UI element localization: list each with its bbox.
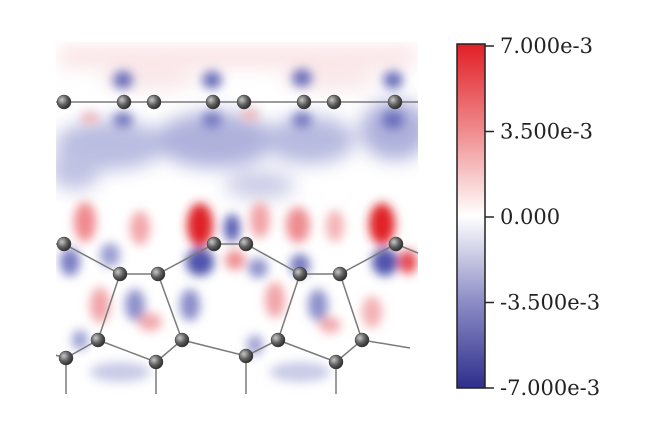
atom xyxy=(354,332,370,348)
atom xyxy=(296,94,312,110)
atom xyxy=(270,332,286,348)
atom xyxy=(146,94,162,110)
colorbar-tick-label: 7.000e-3 xyxy=(500,34,593,58)
atom xyxy=(205,94,221,110)
atom xyxy=(326,94,342,110)
atom xyxy=(58,350,74,366)
upper-blue-region xyxy=(56,100,418,199)
atom xyxy=(328,354,344,370)
interface-features xyxy=(60,202,417,278)
lower-features xyxy=(72,282,382,382)
colorbar-gradient xyxy=(456,43,486,389)
atoms xyxy=(56,94,404,370)
atom xyxy=(174,332,190,348)
colorbar-ticks: 7.000e-3 3.500e-3 0.000 -3.500e-3 -7.000e-3 xyxy=(485,34,600,400)
colorbar-tick-label: -3.500e-3 xyxy=(500,291,600,315)
top-layer-features xyxy=(81,69,404,129)
atom xyxy=(150,266,166,282)
colorbar: 7.000e-3 3.500e-3 0.000 -3.500e-3 -7.000e-3 xyxy=(456,34,600,400)
atom xyxy=(56,236,72,252)
atom xyxy=(90,332,106,348)
atom xyxy=(292,266,308,282)
atom xyxy=(238,236,254,252)
atom xyxy=(387,94,403,110)
colorbar-tick-label: 0.000 xyxy=(500,205,560,229)
atom xyxy=(236,94,252,110)
atom xyxy=(56,94,72,110)
atom xyxy=(112,266,128,282)
atom xyxy=(206,236,222,252)
atom xyxy=(148,354,164,370)
colorbar-tick-label: 3.500e-3 xyxy=(500,120,593,144)
atom xyxy=(238,348,254,364)
atom xyxy=(116,94,132,110)
atomic-bonds xyxy=(56,101,418,394)
colorbar-tick-label: -7.000e-3 xyxy=(500,376,600,400)
atom xyxy=(388,236,404,252)
atom xyxy=(332,266,348,282)
